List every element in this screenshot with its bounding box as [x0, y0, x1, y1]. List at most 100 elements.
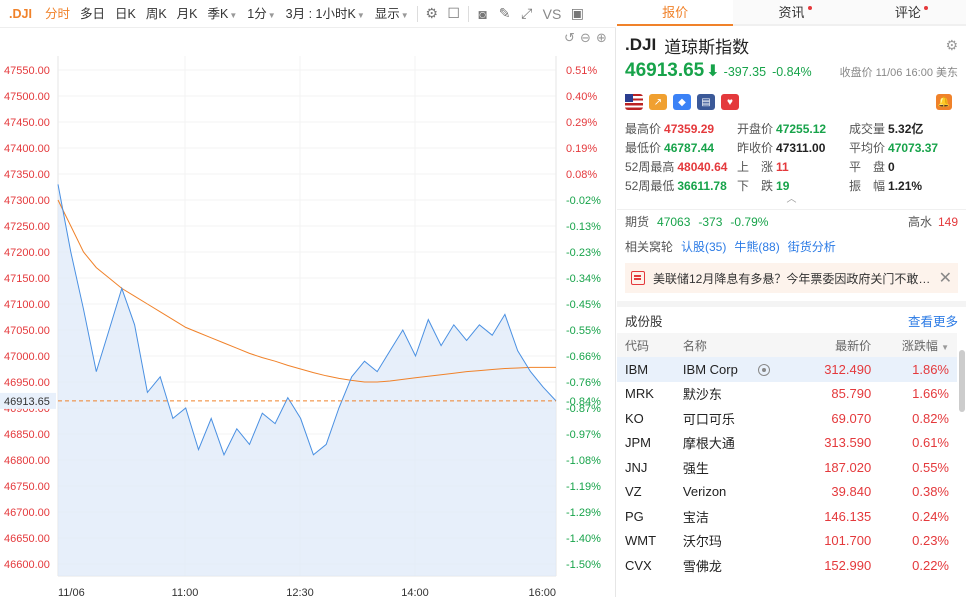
book-icon[interactable]: ▤ [697, 94, 715, 110]
bell-icon[interactable]: 🔔 [936, 94, 952, 110]
compare-button[interactable]: VS [542, 5, 562, 22]
stat-item: 振 幅 1.21% [849, 177, 959, 195]
price-line [57, 184, 557, 457]
undo-icon[interactable]: ↺ [564, 30, 575, 45]
stock-code: KO [625, 410, 644, 426]
fullscreen-icon[interactable]: ⤢ [521, 5, 533, 21]
tab-weekly-k[interactable]: 周K [145, 6, 167, 21]
table-row[interactable]: JNJ 强生 187.020 0.55% [617, 455, 957, 480]
tab-monthly-k[interactable]: 月K [176, 6, 198, 21]
futures-label: 期货 [625, 215, 650, 229]
index-code: .DJI [625, 35, 657, 54]
tab-multi-day[interactable]: 多日 [79, 6, 105, 21]
column-header-price[interactable]: 最新价 [801, 333, 880, 357]
stat-value: 11 [776, 160, 789, 174]
news-icon [631, 271, 645, 285]
street-analysis-link[interactable]: 街货分析 [787, 239, 836, 254]
futures-price: 47063 [657, 214, 691, 229]
stat-item: 上 涨 11 [737, 158, 849, 176]
view-more-link[interactable]: 查看更多 [907, 314, 958, 329]
tab-comments[interactable]: 评论 [850, 0, 966, 24]
table-row[interactable]: PG 宝洁 146.135 0.24% [617, 504, 957, 529]
table-row[interactable]: VZ Verizon 39.840 0.38% [617, 480, 957, 505]
stock-price: 69.070 [831, 410, 872, 426]
tag-icon[interactable]: ◆ [673, 94, 691, 110]
futures-change: -373 [698, 214, 723, 229]
average-line [57, 199, 556, 383]
table-row[interactable]: IBM IBM Corp 312.490 1.86% [617, 357, 957, 382]
stock-change: 0.22% [912, 557, 949, 573]
quote-stats: 最高价 47359.29 开盘价 47255.12 成交量 5.32亿 最低价 46787.4… [617, 114, 966, 207]
us-flag-icon [625, 94, 643, 110]
display-menu[interactable]: 显示▼ [374, 6, 409, 21]
percent-tick-label: 0.29% [566, 117, 597, 129]
column-header-change[interactable]: 涨跌幅 ▼ [879, 333, 957, 357]
stock-name: 宝洁 [682, 509, 709, 525]
table-row[interactable]: CVX 雪佛龙 152.990 0.22% [617, 553, 957, 578]
column-header-code[interactable]: 代码 [617, 333, 675, 357]
table-row[interactable]: JPM 摩根大通 313.590 0.61% [617, 431, 957, 456]
tab-news[interactable]: 资讯 [733, 0, 849, 24]
tab-intraday[interactable]: 分时 [44, 6, 70, 21]
settings-icon[interactable]: ⚙ [425, 5, 438, 21]
percent-tick-label: 0.08% [566, 169, 597, 181]
table-row[interactable]: WMT 沃尔玛 101.700 0.23% [617, 529, 957, 554]
tab-daily-k[interactable]: 日K [114, 6, 136, 21]
current-percent-label: -0.84% [566, 396, 601, 408]
zoom-in-icon[interactable]: ⊕ [596, 30, 607, 45]
gear-icon[interactable]: ⚙ [945, 36, 958, 53]
scrollbar[interactable] [959, 350, 965, 412]
percent-tick-label: 0.19% [566, 143, 597, 155]
news-banner[interactable]: 美联储12月降息有多悬？今年票委因政府关门不敢… ✕ [625, 263, 958, 293]
price-area [58, 184, 556, 576]
intraday-chart[interactable]: ↺ ⊖ ⊕ 47550.0047500.0047450.0047400.0047… [0, 28, 616, 597]
price-tick-label: 47050.00 [4, 325, 50, 337]
price-axis: 47550.00 47500.00 47450.00 47400.00 47350.00… [4, 65, 50, 571]
news-headline[interactable]: 美联储12月降息有多悬？今年票委因政府关门不敢… [653, 271, 931, 286]
price-tick-label: 46650.00 [4, 533, 50, 545]
heart-icon[interactable]: ♥ [721, 94, 739, 110]
price-tick-label: 47250.00 [4, 221, 50, 233]
time-axis: 11/06 11:00 12:30 14:00 16:00 [58, 587, 556, 597]
stat-label: 52周最高 [625, 160, 675, 174]
stat-label: 成交量 [849, 122, 886, 136]
stock-name: 可口可乐 [682, 411, 735, 427]
eye-icon[interactable] [757, 364, 770, 377]
draw-tool-icon[interactable]: ✎ [498, 5, 511, 21]
tab-quarterly-k[interactable]: 季K▼ [207, 6, 238, 21]
camera-icon[interactable]: ◙ [478, 5, 487, 22]
chart-tag-icon[interactable]: ↗ [649, 94, 667, 110]
table-row[interactable]: MRK 默沙东 85.790 1.66% [617, 382, 957, 407]
chevron-up-icon[interactable]: ︿ [786, 194, 797, 205]
stock-code: VZ [625, 484, 642, 500]
stock-change: 1.66% [912, 386, 949, 402]
tab-quote[interactable]: 报价 [617, 0, 734, 26]
stock-price: 187.020 [824, 459, 872, 475]
components-title: 成份股 [625, 314, 663, 329]
square-icon[interactable]: ☐ [447, 5, 460, 21]
stock-price: 312.490 [801, 357, 880, 382]
period-select[interactable]: 3月 : 1小时K▼ [285, 6, 365, 21]
stat-label: 上 涨 [737, 160, 774, 174]
price-tick-label: 46750.00 [4, 481, 50, 493]
warrants-link[interactable]: 认股(35) [681, 239, 727, 254]
quote-tabs: 报价 资讯 评论 [617, 0, 966, 26]
stat-value: 47255.12 [776, 122, 827, 136]
related-label: 相关窝轮 [625, 239, 674, 254]
price-tick-label: 47300.00 [4, 195, 50, 207]
table-row[interactable]: KO 可口可乐 69.070 0.82% [617, 406, 957, 431]
tab-1min[interactable]: 1分▼ [247, 6, 276, 21]
stock-price: 152.990 [824, 557, 872, 573]
close-info: 收盘价 11/06 16:00 美东 [839, 67, 958, 79]
stat-value: 0 [888, 160, 895, 174]
futures-row[interactable]: 期货 47063 -373 -0.79% 高水 149 [617, 209, 966, 233]
stat-item: 成交量 5.32亿 [849, 120, 959, 138]
sidebar-toggle-icon[interactable]: ▣ [570, 5, 584, 21]
percent-tick-label: -0.02% [566, 195, 601, 207]
close-icon[interactable]: ✕ [938, 270, 952, 287]
price-tick-label: 47150.00 [4, 273, 50, 285]
column-header-name[interactable]: 名称 [674, 333, 802, 357]
cbbc-link[interactable]: 牛熊(88) [734, 239, 780, 254]
zoom-out-icon[interactable]: ⊖ [580, 30, 591, 45]
stat-item: 开盘价 47255.12 [737, 120, 849, 138]
